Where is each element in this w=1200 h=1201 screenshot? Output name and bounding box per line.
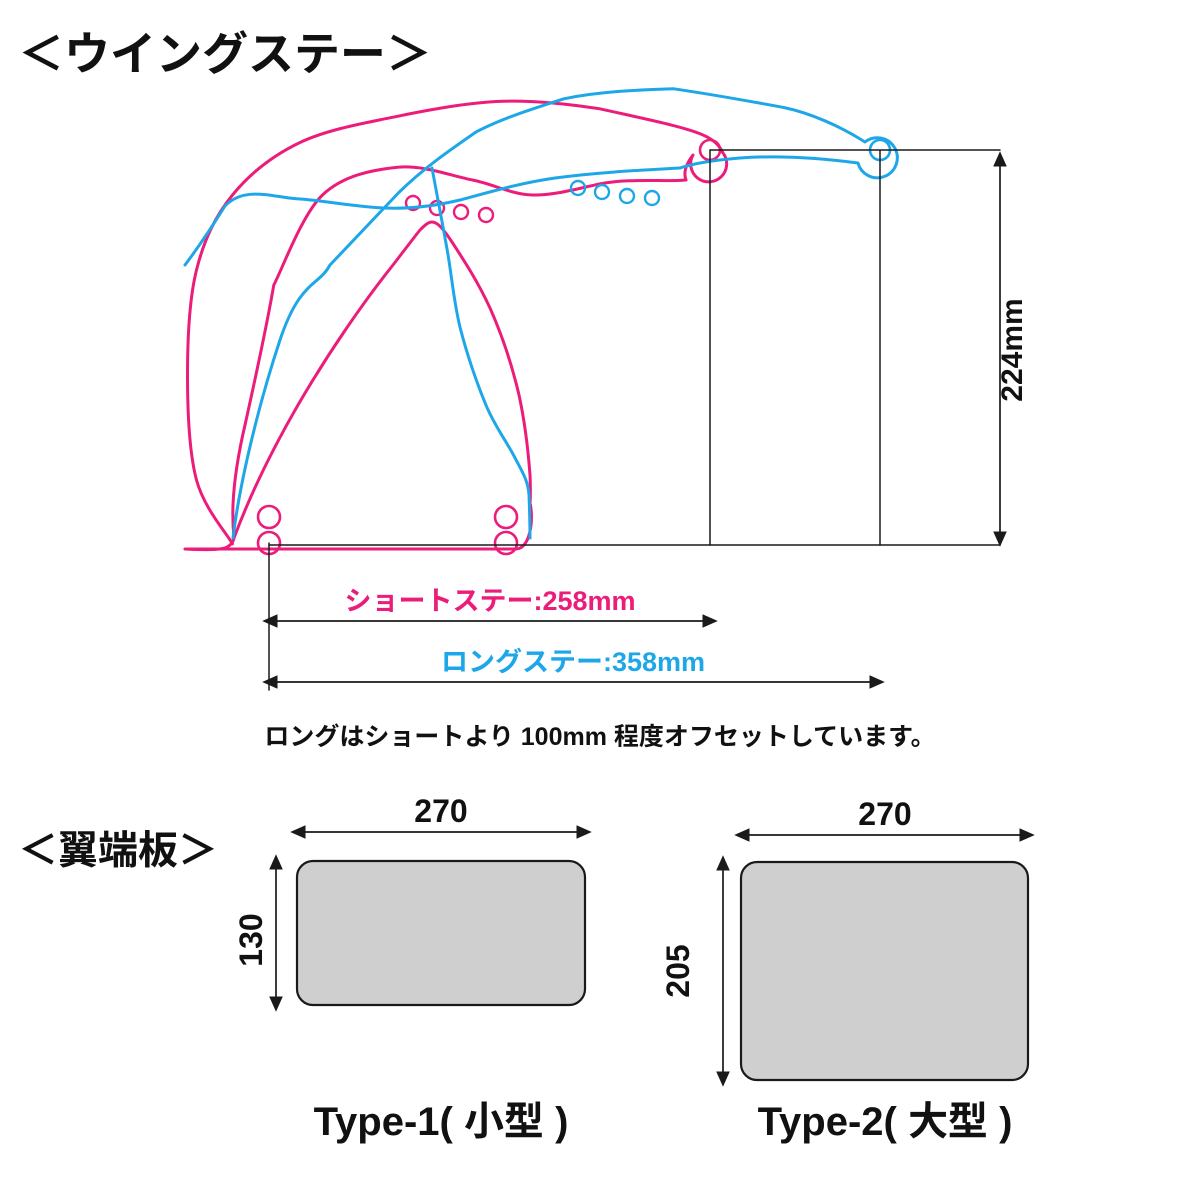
svg-text:ショートステー:258mm: ショートステー:258mm (344, 586, 635, 616)
svg-text:ロングはショートより 100mm 程度オフセットしています。: ロングはショートより 100mm 程度オフセットしています。 (264, 723, 935, 751)
svg-text:205: 205 (660, 944, 696, 997)
svg-text:270: 270 (414, 793, 467, 829)
svg-text:130: 130 (233, 913, 269, 966)
svg-text:224mm: 224mm (996, 298, 1029, 401)
svg-text:Type-2( 大型 ): Type-2( 大型 ) (758, 1100, 1013, 1144)
svg-text:ロングステー:358mm: ロングステー:358mm (441, 647, 705, 677)
svg-text:Type-1( 小型 ): Type-1( 小型 ) (314, 1100, 569, 1144)
svg-text:270: 270 (858, 796, 911, 832)
